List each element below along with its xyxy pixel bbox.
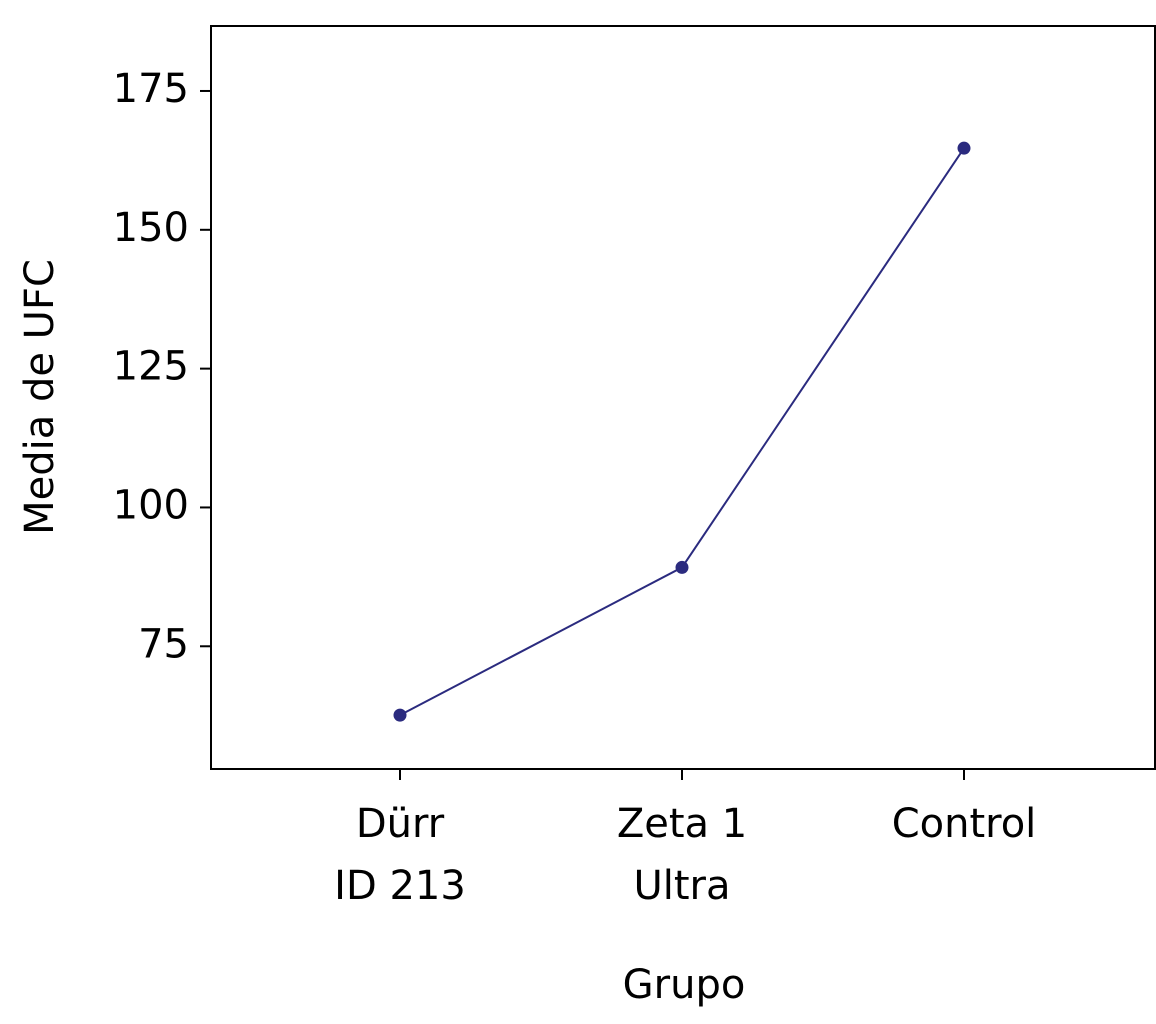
x-axis-label: Grupo [623, 962, 746, 1008]
y-tick-label: 125 [113, 344, 189, 390]
x-tick-label: Dürr ID 213 [334, 801, 466, 909]
point [393, 708, 407, 722]
plot-frame [210, 25, 1156, 770]
point [675, 560, 689, 574]
y-axis-label: Media de UFC [17, 259, 63, 535]
y-tick-label: 100 [113, 482, 189, 528]
x-tick-label: Control [891, 801, 1037, 847]
point [957, 141, 971, 155]
x-tick-label: Zeta 1 Ultra [616, 801, 748, 909]
y-tick-label: 75 [138, 621, 189, 667]
line [399, 147, 965, 717]
y-tick-label: 150 [113, 205, 189, 251]
y-tick-label: 175 [113, 66, 189, 112]
